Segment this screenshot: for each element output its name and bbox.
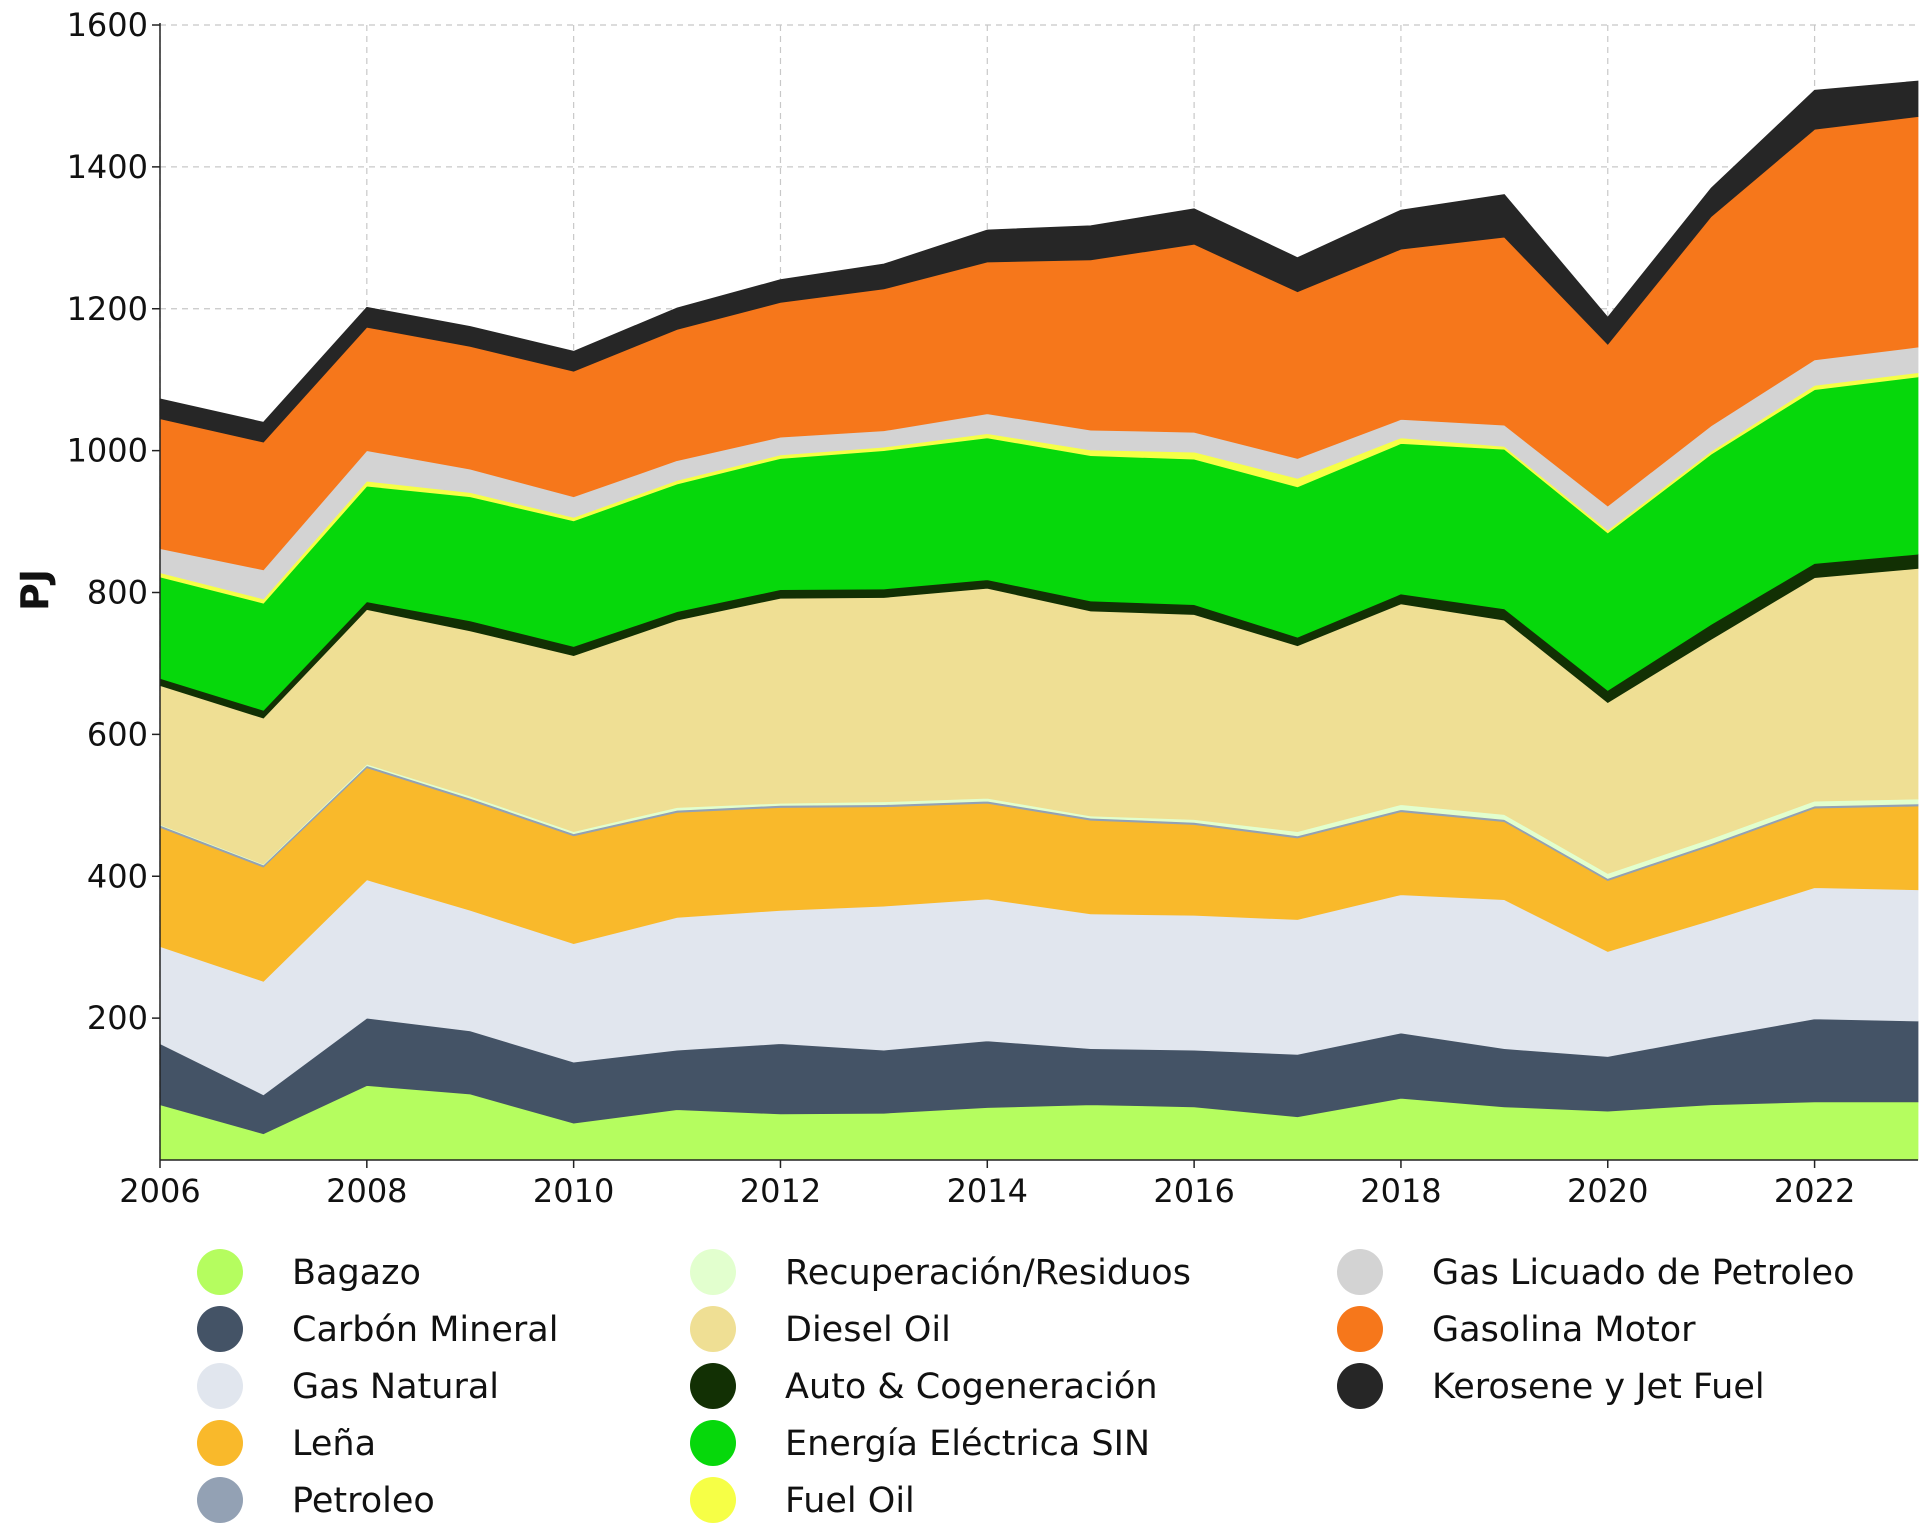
y-tick-label: 1400	[67, 148, 148, 186]
legend-swatch	[690, 1306, 736, 1352]
legend-label: Gas Natural	[292, 1367, 499, 1407]
y-tick-label: 200	[87, 999, 148, 1037]
legend-swatch	[197, 1249, 243, 1295]
legend-swatch	[197, 1363, 243, 1409]
legend-swatch	[1337, 1249, 1383, 1295]
legend-label: Bagazo	[292, 1253, 421, 1293]
legend-item-bagazo: Bagazo	[197, 1249, 421, 1295]
x-tick-label: 2006	[119, 1172, 200, 1210]
legend: Bagazo Carbón Mineral Gas Natural Leña Petro…	[197, 1249, 1854, 1523]
legend-swatch	[197, 1420, 243, 1466]
legend-swatch	[197, 1306, 243, 1352]
legend-label: Fuel Oil	[785, 1481, 915, 1521]
legend-item-diesel-oil: Diesel Oil	[690, 1306, 951, 1352]
legend-item-kerosene-y-jet-fuel: Kerosene y Jet Fuel	[1337, 1363, 1765, 1409]
area-kerosene-y-jet-fuel	[159, 80, 1919, 443]
x-tick-label: 2008	[326, 1172, 407, 1210]
legend-swatch	[690, 1477, 736, 1523]
legend-item-recuperacion-residuos: Recuperación/Residuos	[690, 1249, 1191, 1295]
legend-swatch	[690, 1420, 736, 1466]
x-tick-label: 2018	[1360, 1172, 1441, 1210]
legend-label: Leña	[292, 1424, 376, 1464]
legend-item-fuel-oil: Fuel Oil	[690, 1477, 915, 1523]
legend-item-energia-electrica-sin: Energía Eléctrica SIN	[690, 1420, 1150, 1466]
legend-swatch	[690, 1249, 736, 1295]
legend-label: Diesel Oil	[785, 1310, 951, 1350]
x-tick-label: 2022	[1774, 1172, 1855, 1210]
y-axis-label: PJ	[13, 569, 57, 611]
legend-label: Recuperación/Residuos	[785, 1253, 1191, 1293]
legend-item-gasolina-motor: Gasolina Motor	[1337, 1306, 1696, 1352]
legend-item-auto-cogeneracion: Auto & Cogeneración	[690, 1363, 1158, 1409]
legend-label: Energía Eléctrica SIN	[785, 1424, 1150, 1464]
y-tick-label: 800	[87, 574, 148, 612]
legend-label: Gas Licuado de Petroleo	[1432, 1253, 1854, 1293]
legend-label: Kerosene y Jet Fuel	[1432, 1367, 1765, 1407]
axes: 200 400 600 800 1000 1200 1400 1600 2006 2008 2010…	[67, 6, 1918, 1210]
x-tick-label: 2014	[947, 1172, 1028, 1210]
y-tick-label: 400	[87, 857, 148, 895]
legend-swatch	[1337, 1306, 1383, 1352]
legend-item-petroleo: Petroleo	[197, 1477, 435, 1523]
x-tick-label: 2010	[533, 1172, 614, 1210]
y-tick-label: 1000	[67, 432, 148, 470]
legend-item-gas-natural: Gas Natural	[197, 1363, 499, 1409]
x-tick-label: 2012	[740, 1172, 821, 1210]
legend-item-carbon-mineral: Carbón Mineral	[197, 1306, 558, 1352]
x-tick-label: 2016	[1153, 1172, 1234, 1210]
y-tick-label: 1200	[67, 290, 148, 328]
areas	[159, 80, 1919, 1161]
legend-label: Carbón Mineral	[292, 1310, 558, 1350]
legend-label: Gasolina Motor	[1432, 1310, 1696, 1350]
legend-label: Petroleo	[292, 1481, 435, 1521]
legend-item-gas-licuado-de-petroleo: Gas Licuado de Petroleo	[1337, 1249, 1854, 1295]
y-tick-label: 600	[87, 715, 148, 753]
x-tick-label: 2020	[1567, 1172, 1648, 1210]
legend-swatch	[690, 1363, 736, 1409]
y-tick-label: 1600	[67, 6, 148, 44]
legend-swatch	[1337, 1363, 1383, 1409]
legend-swatch	[197, 1477, 243, 1523]
legend-label: Auto & Cogeneración	[785, 1367, 1158, 1407]
legend-item-lena: Leña	[197, 1420, 376, 1466]
